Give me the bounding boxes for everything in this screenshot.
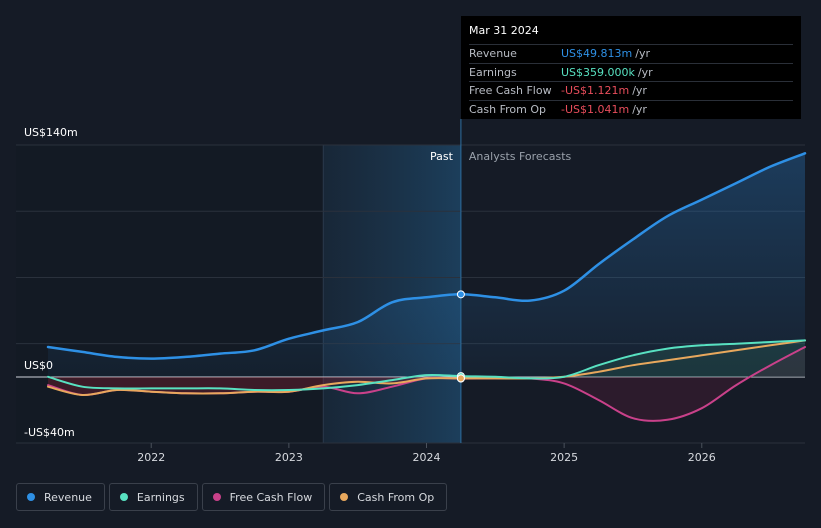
data-tooltip: Mar 31 2024 Revenue US$49.813m/yr Earnings… xyxy=(461,16,801,119)
tooltip-row-value: US$49.813m xyxy=(561,47,633,60)
legend-label: Cash From Op xyxy=(357,490,435,504)
legend-dot-icon xyxy=(27,493,35,501)
tooltip-row: Cash From Op -US$1.041m/yr xyxy=(469,99,793,119)
past-label: Past xyxy=(430,150,454,163)
x-tick-label: 2025 xyxy=(550,451,578,464)
legend-item-free-cash-flow[interactable]: Free Cash Flow xyxy=(201,483,326,511)
legend-item-cash-from-op[interactable]: Cash From Op xyxy=(329,483,448,511)
revenue-area-fill xyxy=(48,153,805,377)
axis-layer: US$140m US$0 -US$40m 2022 2023 2024 2025 2026 Pa… xyxy=(24,126,716,464)
y-label-top: US$140m xyxy=(24,126,78,139)
tooltip-row-unit: /yr xyxy=(632,102,647,116)
forecast-label: Analysts Forecasts xyxy=(469,150,572,163)
legend-item-revenue[interactable]: Revenue xyxy=(16,483,105,511)
tooltip-row-unit: /yr xyxy=(635,47,650,60)
y-label-zero: US$0 xyxy=(24,359,53,372)
legend-label: Earnings xyxy=(136,490,185,504)
tooltip-row-value: -US$1.041m xyxy=(561,102,630,116)
tooltip-row-label: Free Cash Flow xyxy=(469,84,552,97)
cash-from-op-line xyxy=(47,339,806,397)
pre-past-region xyxy=(16,145,324,443)
tooltip-row: Free Cash Flow -US$1.121m/yr xyxy=(469,81,793,100)
revenue-line xyxy=(46,152,807,360)
legend-label: Free Cash Flow xyxy=(229,490,313,504)
tooltip-row: Revenue US$49.813m/yr xyxy=(469,44,793,63)
tooltip-row-label: Cash From Op xyxy=(469,102,547,116)
markers-layer xyxy=(456,119,465,443)
tooltip-row-value: US$359.000k xyxy=(561,65,635,79)
tooltip-row-unit: /yr xyxy=(632,84,647,97)
revenue-marker xyxy=(456,290,465,299)
past-region-highlight xyxy=(323,145,461,443)
x-tick-label: 2024 xyxy=(413,451,441,464)
x-tick-label: 2026 xyxy=(688,451,716,464)
y-label-bottom: -US$40m xyxy=(24,426,75,439)
cash-from-op-marker xyxy=(456,374,465,383)
legend-dot-icon xyxy=(119,493,128,501)
legend-dot-icon xyxy=(340,493,349,501)
x-tick-label: 2022 xyxy=(137,451,165,464)
x-tick-label: 2023 xyxy=(275,451,303,464)
fcf-forecast-fill xyxy=(529,347,805,421)
tooltip-row-label: Earnings xyxy=(469,65,517,79)
past-region-layer xyxy=(16,145,461,443)
tooltip-rows: Revenue US$49.813m/yr Earnings US$359.000k /… xyxy=(469,44,793,118)
tooltip-row-unit: /yr xyxy=(637,65,653,79)
tooltip-date: Mar 31 2024 xyxy=(469,24,539,37)
tooltip-row: Earnings US$359.000k/yr xyxy=(469,62,793,82)
legend-label: Revenue xyxy=(44,490,92,504)
tooltip-row-label: Revenue xyxy=(469,47,517,60)
legend-item-earnings[interactable]: Earnings xyxy=(108,483,198,511)
chart-legend: Revenue Earnings Free Cash Flow Cash From O… xyxy=(16,483,448,511)
earnings-line xyxy=(47,339,806,392)
tooltip-row-value: -US$1.121m xyxy=(561,84,630,97)
series-lines-layer xyxy=(46,152,807,422)
legend-dot-icon xyxy=(212,493,221,501)
